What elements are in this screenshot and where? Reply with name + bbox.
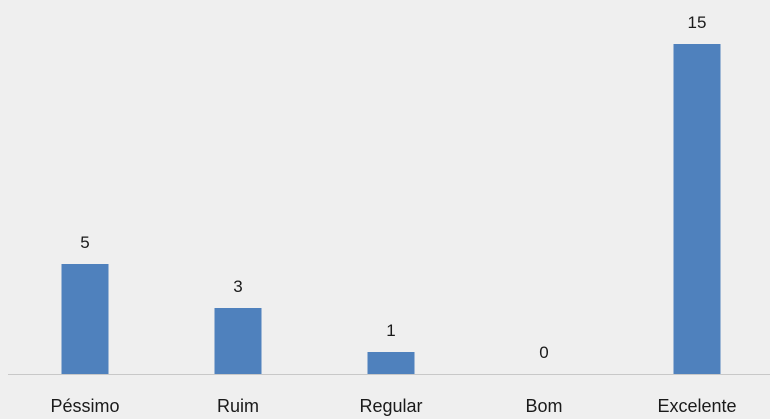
- bar-regular: [367, 352, 415, 374]
- data-label-bom: 0: [539, 343, 548, 362]
- x-tick-label-bom: Bom: [525, 396, 562, 416]
- data-label-ruim: 3: [233, 277, 242, 296]
- x-tick-label-regular: Regular: [359, 396, 422, 416]
- bar-excelente: [673, 44, 721, 374]
- data-label-excelente: 15: [688, 13, 707, 32]
- bars-group: [61, 44, 721, 374]
- x-tick-label-excelente: Excelente: [657, 396, 736, 416]
- bar-pessimo: [61, 264, 109, 374]
- data-labels-group: 5 3 1 0 15: [80, 13, 706, 362]
- x-tick-labels-group: Péssimo Ruim Regular Bom Excelente: [50, 396, 736, 416]
- x-tick-label-pessimo: Péssimo: [50, 396, 119, 416]
- x-tick-label-ruim: Ruim: [217, 396, 259, 416]
- data-label-pessimo: 5: [80, 233, 89, 252]
- data-label-regular: 1: [386, 321, 395, 340]
- bar-ruim: [214, 308, 262, 374]
